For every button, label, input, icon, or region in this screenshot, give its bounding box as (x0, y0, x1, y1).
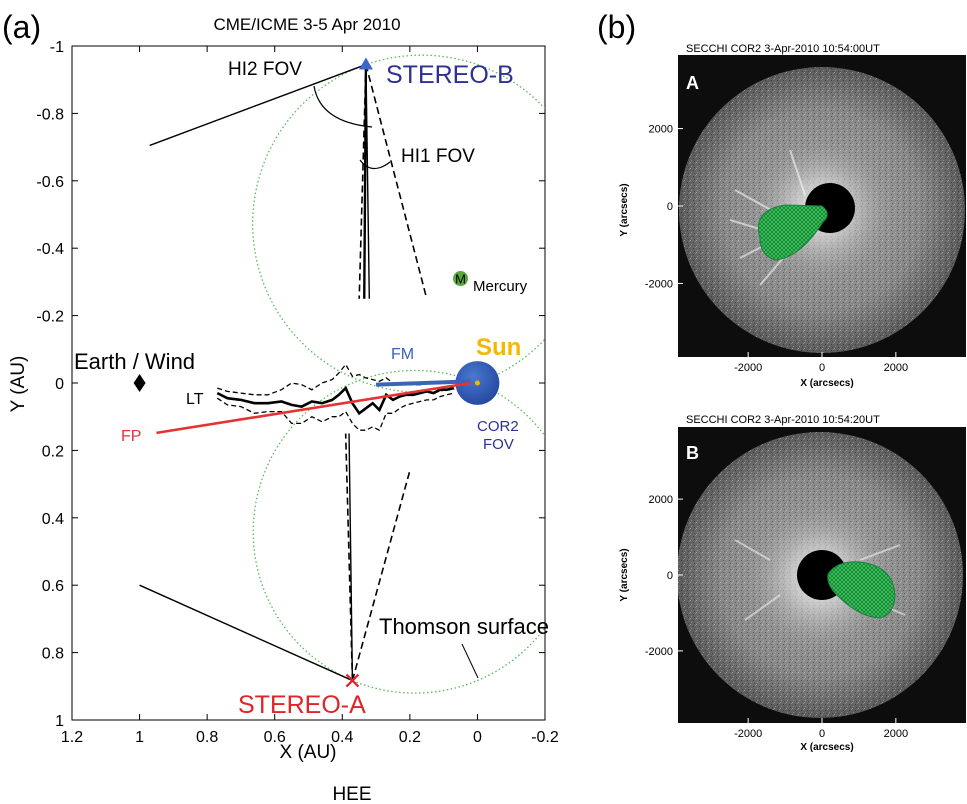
earth-wind-label: Earth / Wind (74, 349, 195, 374)
x-tick-label: 0.8 (196, 729, 218, 746)
thomson-surface-circle (252, 369, 545, 694)
cor2-image-b: B (678, 427, 966, 723)
cor2-a-panel-letter: A (686, 73, 699, 93)
cor2-fov-label-line1: COR2 (477, 418, 519, 435)
y-tick-label: 0.2 (42, 443, 64, 460)
image-x-tick-label: 2000 (884, 362, 908, 374)
y-tick-label: -0.4 (36, 241, 64, 258)
fp-label: FP (121, 428, 141, 445)
y-tick-label: 0.4 (42, 511, 64, 528)
image-y-tick-label: -2000 (645, 646, 673, 658)
cme-flux-rope-model-a (758, 204, 828, 261)
earth-marker (133, 374, 146, 392)
y-tick-label: 0.8 (42, 646, 64, 663)
x-axis-ticks: 1.2 1 0.8 0.6 0.4 0.2 0 -0.2 (61, 46, 559, 746)
image-x-tick-label: 2000 (884, 728, 908, 740)
cor2-a-ylabel: Y (arcsecs) (619, 183, 630, 236)
hi2-fov-label: HI2 FOV (228, 59, 302, 80)
hi1-fov-line-a (344, 433, 354, 681)
y-tick-label: 0.6 (42, 578, 64, 595)
y-tick-label: -1 (50, 39, 64, 56)
x-tick-label: -0.2 (531, 729, 559, 746)
lt-trajectory (216, 385, 455, 416)
x-tick-label: 0.6 (264, 729, 286, 746)
image-y-tick-label: 0 (667, 201, 673, 213)
hi1-fov-arc (359, 159, 391, 170)
y-axis-ticks: -1 -0.8 -0.6 -0.4 -0.2 0 0.2 0.4 0.6 0.8 1 (36, 39, 545, 730)
cor2-a-xlabel: X (arcsecs) (800, 378, 853, 389)
fp-direction-line (156, 381, 471, 435)
stereo-b-sightline (363, 64, 368, 299)
y-tick-label: -0.8 (36, 106, 64, 123)
stereo-b-marker (358, 57, 373, 70)
panel-b-label: (b) (597, 9, 636, 45)
thomson-surface-label: Thomson surface (379, 614, 549, 639)
y-tick-label: 0 (55, 376, 64, 393)
footer-label: HEE (332, 784, 371, 804)
lt-upper-bound (217, 363, 454, 396)
hi2-fov-line-a (348, 433, 354, 681)
hi2-fov-arc (313, 85, 373, 128)
stereo-b-label: STEREO-B (386, 61, 514, 89)
panel-a-label: (a) (2, 9, 41, 45)
hi1-fov-label: HI1 FOV (401, 146, 475, 167)
image-x-tick-label: -2000 (734, 728, 762, 740)
y-axis-label: Y (AU) (8, 356, 29, 413)
panel-a-title: CME/ICME 3-5 Apr 2010 (213, 15, 400, 34)
cme-flux-rope-model-b (827, 561, 896, 619)
image-x-tick-label: -2000 (734, 362, 762, 374)
hi1-fov-line-b (365, 64, 428, 299)
cor2-b-title: SECCHI COR2 3-Apr-2010 10:54:20UT (686, 414, 880, 426)
y-tick-label: 1 (55, 713, 64, 730)
hi2-fov-line-b (149, 63, 367, 147)
y-tick-label: -0.6 (36, 174, 64, 191)
x-axis-label: X (AU) (280, 742, 337, 763)
x-tick-label: 0.4 (331, 729, 353, 746)
cor2-image-a: A (678, 55, 966, 357)
cor2-b-xlabel: X (arcsecs) (800, 742, 853, 753)
x-tick-label: 0.2 (399, 729, 421, 746)
x-tick-label: 1 (135, 729, 144, 746)
thomson-leader-line (461, 643, 479, 679)
hi1-fov-line-a (351, 470, 411, 681)
image-y-tick-label: 2000 (649, 124, 673, 136)
sun-point (474, 380, 480, 386)
image-x-tick-label: 0 (819, 728, 825, 740)
stereo-a-marker (345, 673, 360, 688)
x-tick-label: 1.2 (61, 729, 83, 746)
y-tick-label: -0.2 (36, 309, 64, 326)
cor2-a-axes: -2000 0 2000 2000 0 -2000 (645, 124, 908, 374)
x-tick-label: 0 (473, 729, 482, 746)
image-x-tick-label: 0 (819, 362, 825, 374)
fm-direction-line (376, 379, 471, 387)
hi2-fov-line-a (139, 584, 353, 682)
plot-area: M (133, 54, 545, 694)
thomson-surface-circle (252, 54, 545, 393)
cor2-b-axes: -2000 0 2000 2000 0 -2000 (645, 494, 908, 740)
image-y-tick-label: 0 (667, 570, 673, 582)
cor2-fov-label-line2: FOV (483, 436, 514, 453)
image-y-tick-label: -2000 (645, 278, 673, 290)
cor2-b-panel-letter: B (686, 443, 699, 463)
mercury-label: Mercury (473, 278, 528, 295)
cor2-a-title: SECCHI COR2 3-Apr-2010 10:54:00UT (686, 43, 880, 55)
fm-label: FM (391, 346, 414, 363)
cor2-b-ylabel: Y (arcsecs) (619, 548, 630, 601)
lt-label: LT (186, 391, 204, 408)
image-y-tick-label: 2000 (649, 494, 673, 506)
mercury-glyph: M (455, 272, 466, 287)
mercury-marker (453, 271, 469, 287)
stereo-a-label: STEREO-A (238, 691, 366, 719)
sun-label: Sun (476, 334, 521, 361)
